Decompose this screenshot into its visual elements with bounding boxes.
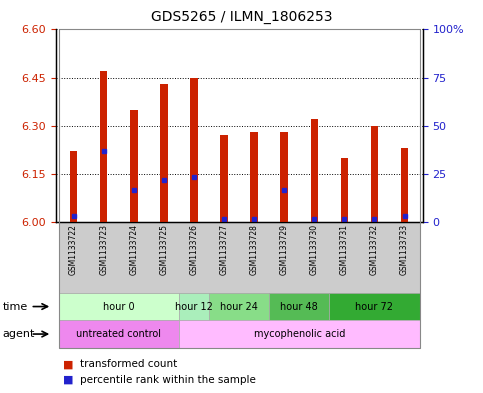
Text: GSM1133733: GSM1133733 xyxy=(400,224,409,275)
Bar xyxy=(311,119,318,222)
Text: agent: agent xyxy=(2,329,35,339)
Text: GSM1133731: GSM1133731 xyxy=(340,224,349,275)
Bar xyxy=(70,151,77,222)
Text: GSM1133722: GSM1133722 xyxy=(69,224,78,275)
Bar xyxy=(281,132,288,222)
Bar xyxy=(160,84,168,222)
Text: GSM1133725: GSM1133725 xyxy=(159,224,169,275)
Text: mycophenolic acid: mycophenolic acid xyxy=(254,329,345,339)
Bar xyxy=(220,136,228,222)
Text: time: time xyxy=(2,301,28,312)
Text: hour 24: hour 24 xyxy=(220,301,258,312)
Bar xyxy=(401,148,408,222)
Text: GSM1133728: GSM1133728 xyxy=(250,224,258,275)
Text: GSM1133724: GSM1133724 xyxy=(129,224,138,275)
Text: GSM1133730: GSM1133730 xyxy=(310,224,319,275)
Bar xyxy=(371,126,378,222)
Text: GSM1133727: GSM1133727 xyxy=(220,224,228,275)
Text: hour 48: hour 48 xyxy=(281,301,318,312)
Text: ■: ■ xyxy=(63,359,77,369)
Text: transformed count: transformed count xyxy=(80,359,177,369)
Text: hour 12: hour 12 xyxy=(175,301,213,312)
Text: GSM1133729: GSM1133729 xyxy=(280,224,289,275)
Text: hour 72: hour 72 xyxy=(355,301,394,312)
Text: GDS5265 / ILMN_1806253: GDS5265 / ILMN_1806253 xyxy=(151,10,332,24)
Bar xyxy=(250,132,258,222)
Text: GSM1133732: GSM1133732 xyxy=(370,224,379,275)
Text: GSM1133726: GSM1133726 xyxy=(189,224,199,275)
Bar xyxy=(190,77,198,222)
Bar xyxy=(100,71,107,222)
Text: hour 0: hour 0 xyxy=(103,301,135,312)
Text: ■: ■ xyxy=(63,375,77,385)
Bar xyxy=(130,110,138,222)
Bar xyxy=(341,158,348,222)
Text: untreated control: untreated control xyxy=(76,329,161,339)
Text: percentile rank within the sample: percentile rank within the sample xyxy=(80,375,256,385)
Text: GSM1133723: GSM1133723 xyxy=(99,224,108,275)
